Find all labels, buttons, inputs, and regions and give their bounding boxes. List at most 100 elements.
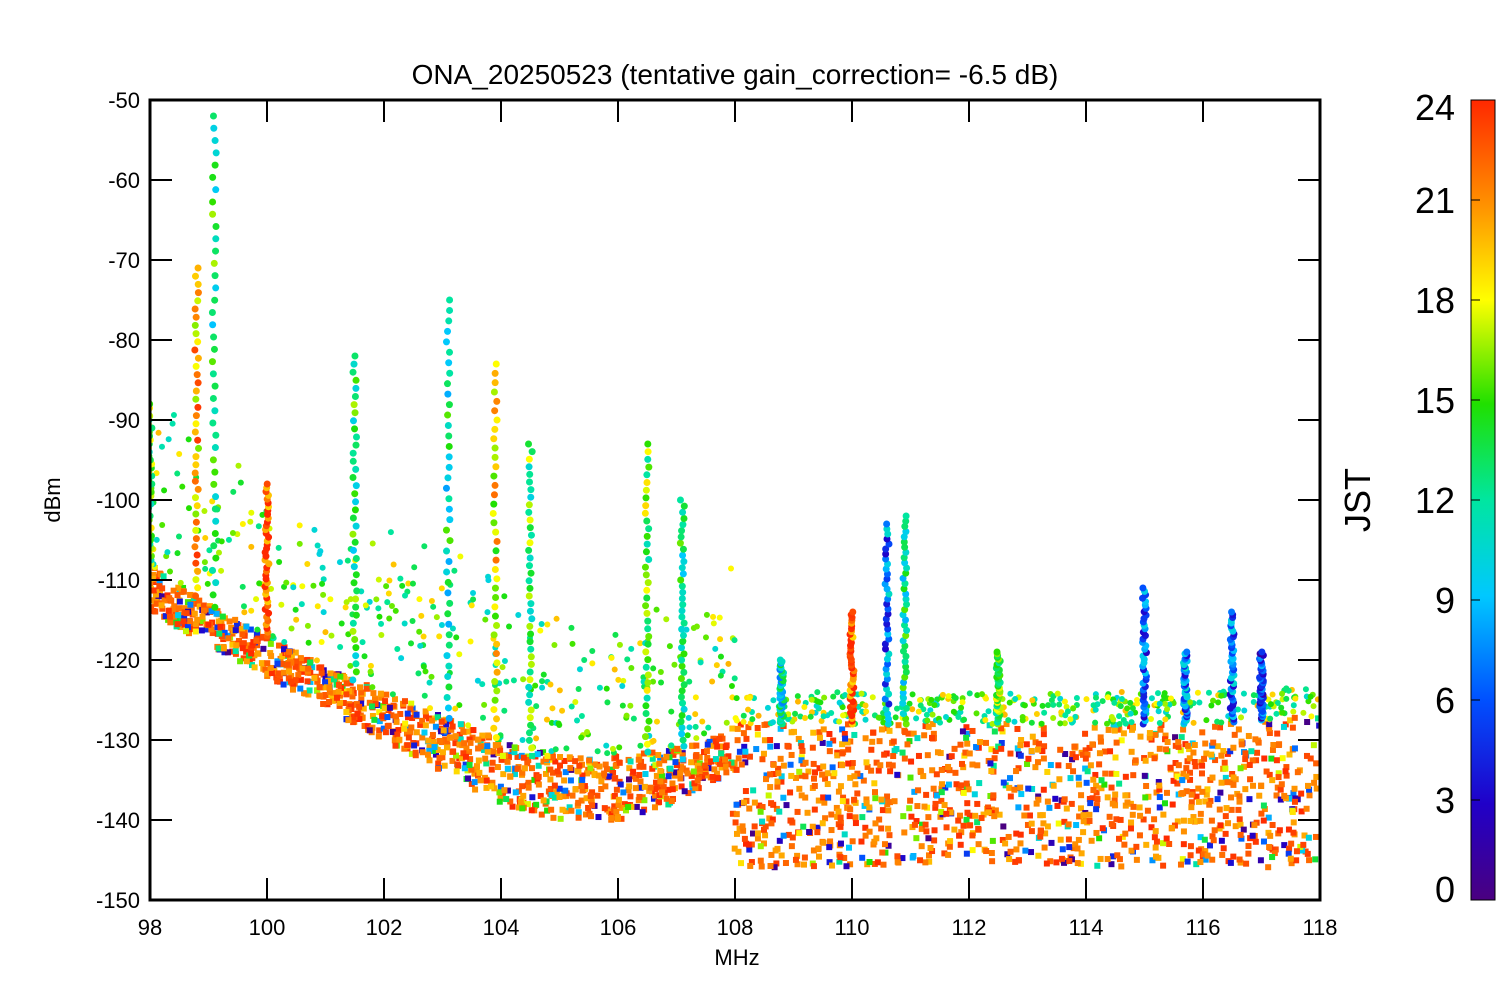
data-point bbox=[191, 610, 198, 617]
data-point bbox=[780, 832, 787, 839]
data-point bbox=[1250, 692, 1257, 699]
data-point bbox=[202, 565, 209, 572]
data-point bbox=[288, 659, 295, 666]
data-point bbox=[1082, 755, 1089, 762]
data-point bbox=[933, 771, 940, 778]
data-point bbox=[1023, 741, 1030, 748]
data-point bbox=[333, 694, 340, 701]
data-point bbox=[1278, 781, 1285, 788]
data-point bbox=[170, 587, 177, 594]
data-point bbox=[560, 793, 567, 800]
data-point bbox=[1146, 734, 1153, 741]
peak-point bbox=[352, 433, 360, 441]
data-point bbox=[745, 841, 752, 848]
data-point bbox=[941, 850, 948, 857]
data-point bbox=[907, 774, 914, 781]
peak-point bbox=[525, 508, 533, 516]
data-point bbox=[834, 752, 841, 759]
data-point bbox=[1017, 742, 1024, 749]
data-point bbox=[1092, 706, 1099, 713]
data-point bbox=[716, 614, 723, 621]
data-point bbox=[988, 768, 995, 775]
data-point bbox=[465, 775, 472, 782]
data-point bbox=[369, 684, 376, 691]
data-point bbox=[1188, 791, 1195, 798]
data-point bbox=[187, 591, 194, 598]
data-point bbox=[497, 794, 504, 801]
data-point bbox=[991, 728, 998, 735]
data-point bbox=[1278, 704, 1285, 711]
peak-point bbox=[210, 480, 218, 488]
data-point bbox=[672, 769, 679, 776]
peak-point bbox=[446, 369, 454, 377]
data-point bbox=[1237, 821, 1244, 828]
data-point bbox=[768, 851, 775, 858]
data-point bbox=[788, 751, 795, 758]
peak-point bbox=[445, 505, 453, 513]
peak-point bbox=[882, 645, 890, 653]
peak-point bbox=[351, 393, 359, 400]
data-point bbox=[268, 653, 275, 660]
data-point bbox=[951, 745, 958, 752]
data-point bbox=[449, 757, 456, 764]
data-point bbox=[569, 640, 576, 647]
data-point bbox=[262, 666, 269, 673]
peak-point bbox=[644, 625, 652, 633]
data-point bbox=[550, 814, 557, 821]
peak-point bbox=[493, 575, 501, 583]
data-point bbox=[1056, 776, 1063, 783]
data-point bbox=[693, 759, 700, 766]
data-point bbox=[869, 694, 876, 701]
peak-point bbox=[445, 558, 453, 565]
data-point bbox=[497, 747, 504, 754]
data-point bbox=[209, 630, 216, 637]
peak-point bbox=[677, 576, 685, 584]
data-point bbox=[329, 693, 336, 700]
data-point bbox=[200, 607, 207, 614]
data-point bbox=[769, 816, 776, 823]
data-point bbox=[1143, 782, 1150, 789]
data-point bbox=[515, 788, 522, 795]
data-point bbox=[828, 710, 835, 717]
peak-point bbox=[902, 528, 910, 536]
peak-point bbox=[211, 407, 219, 415]
peak-point bbox=[443, 547, 451, 555]
data-point bbox=[910, 730, 917, 737]
data-point bbox=[905, 730, 912, 737]
data-point bbox=[1101, 781, 1108, 788]
data-point bbox=[1250, 698, 1257, 705]
peak-point bbox=[644, 679, 652, 687]
data-point bbox=[293, 658, 300, 665]
data-point bbox=[694, 777, 701, 784]
data-point bbox=[1293, 848, 1300, 855]
peak-point bbox=[212, 493, 220, 501]
data-point bbox=[336, 702, 343, 709]
data-point bbox=[369, 540, 376, 547]
data-point bbox=[429, 731, 436, 738]
data-point bbox=[421, 729, 428, 736]
data-point bbox=[307, 659, 314, 666]
data-point bbox=[1184, 742, 1191, 749]
data-point bbox=[575, 768, 582, 775]
data-point bbox=[253, 631, 260, 638]
peak-point bbox=[493, 397, 501, 405]
data-point bbox=[955, 817, 962, 824]
data-point bbox=[1094, 862, 1101, 869]
peak-point bbox=[849, 608, 857, 616]
peak-point bbox=[444, 589, 452, 597]
peak-point bbox=[642, 663, 650, 671]
data-point bbox=[1005, 833, 1012, 840]
peak-point bbox=[526, 524, 534, 532]
data-point bbox=[381, 705, 388, 712]
data-point bbox=[915, 752, 922, 759]
data-point bbox=[761, 737, 768, 744]
data-point bbox=[217, 623, 224, 630]
data-point bbox=[822, 815, 829, 822]
data-point bbox=[1088, 837, 1095, 844]
data-point bbox=[841, 831, 848, 838]
data-point bbox=[828, 811, 835, 818]
data-point bbox=[1014, 745, 1021, 752]
data-point bbox=[290, 584, 297, 591]
peak-point bbox=[679, 699, 687, 707]
